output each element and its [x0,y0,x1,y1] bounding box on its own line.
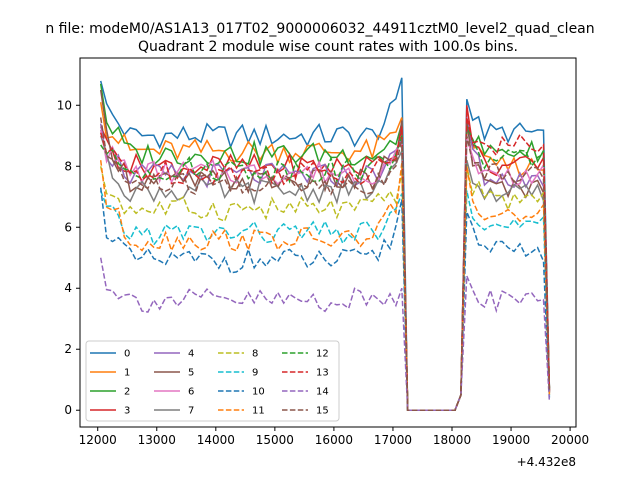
y-tick-label: 4 [64,281,72,295]
series-line-7 [99,135,551,411]
y-tick-label: 0 [64,403,72,417]
plot-series-group [99,77,551,411]
figure-suptitle: n file: modeM0/AS1A13_017T02_9000006032_… [45,21,594,37]
series-line-13 [99,117,551,411]
legend-label-1: 1 [124,368,130,379]
x-tick-label: 18000 [433,433,471,447]
y-tick-label: 10 [57,98,72,112]
x-tick-label: 14000 [197,433,235,447]
x-tick-label: 20000 [551,433,589,447]
x-tick-label: 17000 [374,433,412,447]
legend-label-8: 8 [252,349,258,360]
legend-label-5: 5 [188,368,194,379]
x-axis-offset-label: +4.432e8 [517,455,576,469]
legend-label-6: 6 [188,387,194,398]
x-tick-label: 12000 [79,433,117,447]
y-tick-label: 6 [64,220,72,234]
x-tick-label: 13000 [138,433,176,447]
legend-label-4: 4 [188,349,194,360]
y-tick-label: 8 [64,159,72,173]
legend-label-9: 9 [252,368,258,379]
series-line-14 [99,257,551,411]
series-line-4 [99,117,551,411]
axes-frame [79,57,577,428]
legend-label-13: 13 [316,368,329,379]
y-tick-label: 2 [64,342,72,356]
series-line-15 [99,117,551,411]
x-tick-label: 15000 [256,433,294,447]
x-tick-label: 16000 [315,433,353,447]
legend-label-15: 15 [316,406,329,417]
series-line-9 [99,190,551,411]
legend-label-14: 14 [316,387,329,398]
legend-label-11: 11 [252,406,265,417]
legend-label-3: 3 [124,406,130,417]
y-axis: 0 2 4 6 8 10 [57,98,80,417]
x-tick-label: 19000 [492,433,530,447]
series-line-3 [100,105,551,411]
chart-title: Quadrant 2 module wise count rates with … [138,39,518,55]
legend-label-12: 12 [316,349,329,360]
legend-label-0: 0 [124,349,130,360]
legend-label-10: 10 [252,387,265,398]
legend-label-2: 2 [124,387,130,398]
x-axis: 12000 13000 14000 15000 16000 17000 18000 19000… [79,427,589,447]
legend-label-7: 7 [188,406,194,417]
series-line-11 [99,160,551,411]
legend-box [85,340,340,422]
series-line-8 [99,166,551,411]
series-line-10 [99,187,551,411]
